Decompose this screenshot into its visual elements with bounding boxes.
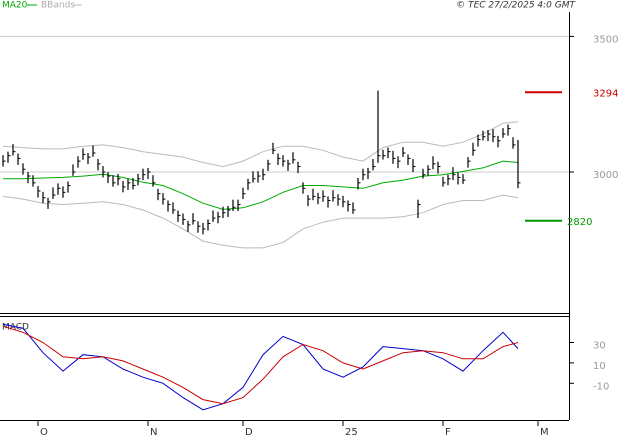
band-lower xyxy=(2,194,519,249)
level-label: 2820 xyxy=(567,217,592,228)
panel-title: MACD xyxy=(2,323,29,333)
macd-line xyxy=(2,323,519,411)
credit: © TEC 27/2/2025 4:0 GMT xyxy=(456,1,576,11)
y-tick-label: 3000 xyxy=(593,170,618,181)
y-tick-label: -10 xyxy=(593,381,609,392)
level-label: 3294 xyxy=(593,88,618,99)
y-tick-label: 10 xyxy=(593,361,606,372)
y-tick-label: 3500 xyxy=(593,34,618,45)
y-tick-label: 30 xyxy=(593,341,606,352)
x-tick-label: N xyxy=(150,427,157,438)
x-tick-label: 25 xyxy=(345,427,358,438)
macd-line xyxy=(2,325,519,405)
legend-bbands: BBands xyxy=(41,1,75,11)
legend-ma20: MA20 xyxy=(2,1,28,11)
x-tick-label: M xyxy=(540,427,549,438)
x-tick-label: D xyxy=(245,427,253,438)
band-upper xyxy=(2,121,519,168)
x-tick-label: O xyxy=(40,427,48,438)
ma-line xyxy=(3,160,519,210)
x-tick-label: F xyxy=(445,427,451,438)
